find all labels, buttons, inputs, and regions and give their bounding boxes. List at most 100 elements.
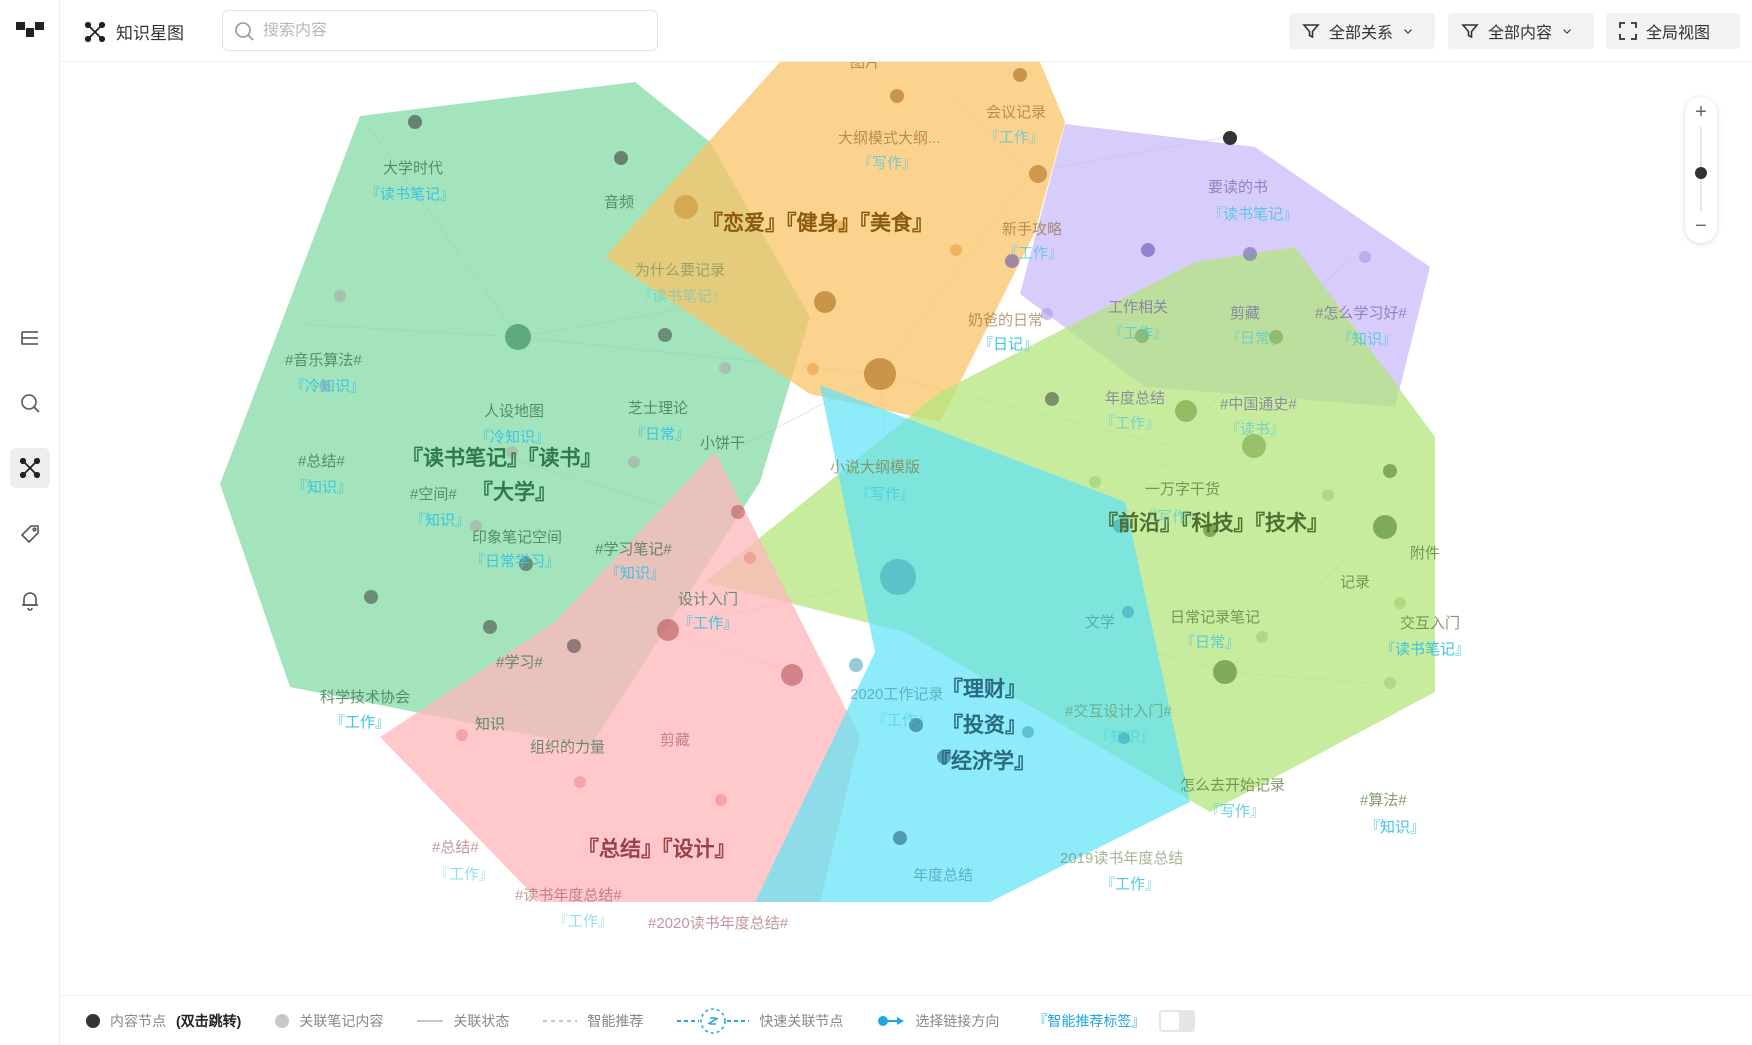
cluster-title-orange[interactable]: 『恋爱』『健身』『美食』 [702, 211, 933, 235]
graph-node[interactable] [456, 729, 468, 741]
node-label[interactable]: 图片 [850, 62, 880, 71]
node-label[interactable]: 2020工作记录 [850, 686, 943, 703]
graph-node[interactable] [807, 363, 819, 375]
graph-node[interactable] [505, 324, 531, 350]
graph-node[interactable] [408, 115, 422, 129]
graph-node[interactable] [1394, 597, 1406, 609]
node-label[interactable]: 记录 [1340, 574, 1370, 591]
graph-node[interactable] [674, 195, 698, 219]
node-label[interactable]: #读书年度总结# [515, 887, 622, 904]
graph-node[interactable] [1373, 515, 1397, 539]
node-tag[interactable]: 『读书笔记』 [1208, 206, 1298, 223]
graph-button[interactable] [10, 448, 50, 488]
graph-node[interactable] [1223, 131, 1237, 145]
graph-node[interactable] [1029, 165, 1047, 183]
graph-node[interactable] [1359, 251, 1371, 263]
node-label[interactable]: 印象笔记空间 [472, 529, 562, 546]
node-tag[interactable]: 『知识』 [605, 565, 665, 582]
node-tag[interactable]: 『工作』 [330, 714, 390, 731]
graph-node[interactable] [1256, 631, 1268, 643]
graph-node[interactable] [506, 446, 518, 458]
node-label[interactable]: 科学技术协会 [320, 689, 410, 706]
node-tag[interactable]: 『日记』 [978, 336, 1038, 353]
node-tag[interactable]: 『读书笔记』 [365, 186, 455, 203]
node-tag[interactable]: 『日常』 [1180, 634, 1240, 651]
global-view-button[interactable]: 全局视图 [1606, 13, 1740, 49]
graph-node[interactable] [1322, 489, 1334, 501]
node-label[interactable]: #总结# [298, 453, 345, 470]
node-label[interactable]: 年度总结 [1105, 390, 1165, 407]
graph-node[interactable] [950, 244, 962, 256]
node-label[interactable]: 知识 [475, 716, 505, 733]
graph-node[interactable] [1013, 68, 1027, 82]
node-label[interactable]: 剪藏 [1230, 305, 1260, 322]
node-label[interactable]: 大学时代 [383, 160, 443, 177]
node-label[interactable]: 会议记录 [986, 104, 1046, 121]
graph-node[interactable] [574, 776, 586, 788]
graph-node[interactable] [835, 221, 847, 233]
zoom-in-button[interactable]: + [1695, 101, 1707, 123]
cluster-title-cyan-1[interactable]: 『理财』 [942, 677, 1026, 701]
graph-node[interactable] [658, 328, 672, 342]
node-tag[interactable]: 『知识』 [1365, 819, 1425, 836]
graph-node[interactable] [628, 456, 640, 468]
graph-node[interactable] [334, 290, 346, 302]
node-tag[interactable]: 『冷知识』 [290, 378, 365, 395]
content-filter-dropdown[interactable]: 全部内容 [1448, 13, 1594, 49]
graph-node[interactable] [1089, 476, 1101, 488]
node-label[interactable]: 附件 [1410, 545, 1440, 562]
node-label[interactable]: 芝士理论 [628, 400, 688, 417]
graph-node[interactable] [657, 619, 679, 641]
tag-button[interactable] [10, 514, 50, 554]
graph-node[interactable] [937, 750, 951, 764]
node-label[interactable]: #交互设计入门# [1065, 702, 1172, 720]
node-label[interactable]: 设计入门 [678, 591, 738, 608]
knowledge-graph-canvas[interactable]: 『读书笔记』『读书』 『大学』 『恋爱』『健身』『美食』 『前沿』『科技』『技术… [60, 62, 1752, 994]
node-tag[interactable]: 『工作』 [678, 615, 738, 632]
node-tag[interactable]: 『读书笔记』 [637, 288, 727, 305]
graph-node[interactable] [483, 620, 497, 634]
cluster-title-pink[interactable]: 『总结』『设计』 [578, 837, 736, 861]
node-label[interactable]: #学习笔记# [595, 541, 672, 558]
graph-node[interactable] [781, 664, 803, 686]
graph-node[interactable] [1213, 660, 1237, 684]
node-label[interactable]: #2020读书年度总结# [648, 915, 789, 932]
node-tag[interactable]: 『读书』 [1225, 421, 1285, 438]
notification-button[interactable] [10, 580, 50, 620]
node-label[interactable]: #总结# [432, 839, 479, 856]
graph-node[interactable] [1141, 243, 1155, 257]
graph-node[interactable] [1041, 308, 1053, 320]
node-label[interactable]: 新手攻略 [1002, 221, 1062, 238]
node-tag[interactable]: 『日常』 [1225, 330, 1285, 347]
node-label[interactable]: 大纲模式大纲... [838, 130, 941, 147]
graph-node[interactable] [614, 151, 628, 165]
graph-node[interactable] [519, 557, 533, 571]
node-tag[interactable]: 『工作』 [553, 913, 613, 930]
node-label[interactable]: 小说大纲模版 [830, 459, 920, 476]
node-label[interactable]: 日常记录笔记 [1170, 609, 1260, 626]
graph-node[interactable] [890, 89, 904, 103]
node-label[interactable]: 怎么去开始记录 [1180, 777, 1285, 794]
knowledge-graph-svg[interactable]: 『读书笔记』『读书』 『大学』 『恋爱』『健身』『美食』 『前沿』『科技』『技术… [60, 62, 1752, 994]
cluster-title-cyan-2[interactable]: 『投资』 [942, 713, 1026, 737]
node-tag[interactable]: 『知识』 [1095, 729, 1155, 746]
node-label[interactable]: #空间# [410, 486, 457, 503]
graph-node[interactable] [1203, 523, 1217, 537]
node-label[interactable]: 要读的书 [1208, 179, 1268, 196]
node-label[interactable]: 为什么要记录 [635, 262, 725, 279]
graph-node[interactable] [364, 590, 378, 604]
graph-node[interactable] [470, 520, 482, 532]
node-label[interactable]: 奶爸的日常 [968, 312, 1043, 329]
graph-node[interactable] [1005, 254, 1019, 268]
node-label[interactable]: 组织的力量 [530, 739, 605, 756]
node-tag[interactable]: 『工作』 [1108, 325, 1168, 342]
node-tag[interactable]: 『写作』 [855, 486, 915, 503]
graph-node[interactable] [1122, 606, 1134, 618]
graph-node[interactable] [319, 380, 331, 392]
graph-node[interactable] [731, 505, 745, 519]
node-label[interactable]: #学习# [496, 654, 543, 671]
node-label[interactable]: 人设地图 [484, 403, 544, 420]
graph-node[interactable] [893, 831, 907, 845]
app-logo-icon[interactable] [16, 20, 44, 38]
node-tag[interactable]: 『日常学习』 [470, 553, 560, 570]
